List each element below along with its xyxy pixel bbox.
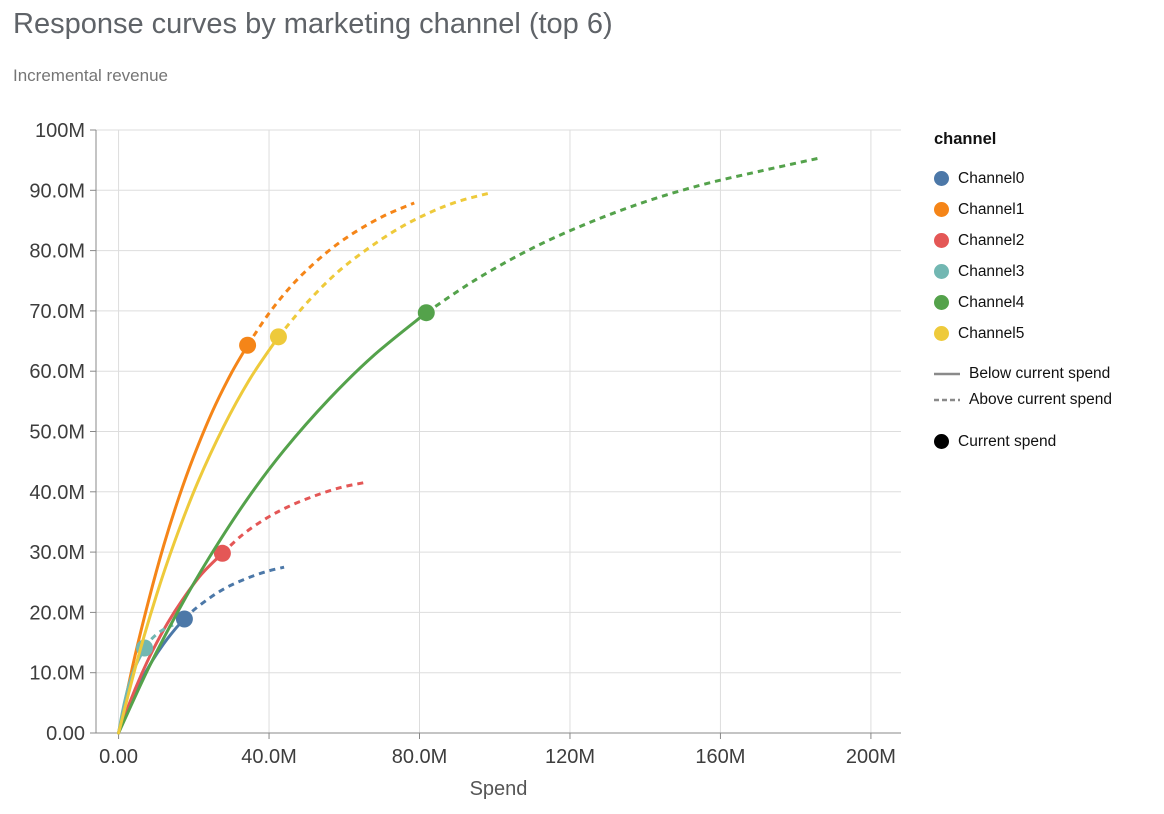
- legend-swatch-circle: [934, 171, 949, 186]
- legend-label: Channel0: [958, 169, 1025, 187]
- y-tick-label: 40.0M: [29, 482, 85, 504]
- legend-label: Channel5: [958, 324, 1025, 342]
- series-channel4: [117, 156, 822, 735]
- y-tick-label: 0.00: [46, 723, 85, 745]
- x-tick-label: 0.00: [99, 746, 138, 768]
- y-tick-label: 100M: [35, 120, 85, 142]
- legend-item-current-spend: Current spend: [934, 426, 1112, 457]
- legend-swatch-dashed-line: [934, 398, 960, 402]
- curve-above-current-spend: [277, 191, 492, 338]
- legend-swatch-circle: [934, 326, 949, 341]
- y-tick-label: 20.0M: [29, 602, 85, 624]
- legend-label: Channel1: [958, 200, 1025, 218]
- legend-swatch-point: [934, 434, 949, 449]
- series-channel5: [117, 191, 492, 735]
- current-spend-point: [269, 328, 287, 346]
- x-tick-label: 160M: [695, 746, 745, 768]
- y-tick-label: 60.0M: [29, 361, 85, 383]
- curve-below-current-spend: [117, 551, 224, 735]
- chart-title: Response curves by marketing channel (to…: [13, 8, 613, 40]
- x-tick-label: 80.0M: [392, 746, 448, 768]
- legend-item-solid-line: Below current spend: [934, 361, 1112, 387]
- legend-item-channel4: Channel4: [934, 287, 1112, 318]
- y-tick-label: 80.0M: [29, 241, 85, 263]
- legend-swatch-circle: [934, 295, 949, 310]
- series-channel2: [117, 480, 367, 735]
- y-tick-label: 50.0M: [29, 422, 85, 444]
- legend-item-channel2: Channel2: [934, 225, 1112, 256]
- legend-item-channel5: Channel5: [934, 318, 1112, 349]
- curve-below-current-spend: [117, 343, 250, 735]
- legend-item-channel1: Channel1: [934, 194, 1112, 225]
- legend-current-spend-item: Current spend: [934, 426, 1112, 457]
- legend: channel Channel0 Channel1 Channel2 Channel3…: [934, 130, 1112, 457]
- x-tick-label: 200M: [846, 746, 896, 768]
- curve-below-current-spend: [117, 617, 186, 735]
- legend-label: Above current spend: [969, 391, 1113, 408]
- legend-label: Channel4: [958, 293, 1025, 311]
- x-axis-title: Spend: [470, 778, 528, 800]
- legend-swatch-solid-line: [934, 372, 960, 376]
- y-tick-label: 70.0M: [29, 301, 85, 323]
- legend-swatch-circle: [934, 202, 949, 217]
- legend-label: Current spend: [958, 432, 1057, 450]
- legend-item-channel3: Channel3: [934, 256, 1112, 287]
- current-spend-point: [175, 610, 193, 628]
- axes: 0.00 40.0M 80.0M 120M 160M 200M 0.00 10.0M 20.0M…: [29, 120, 901, 800]
- curve-below-current-spend: [117, 335, 280, 735]
- legend-label: Channel2: [958, 231, 1025, 249]
- curve-above-current-spend: [246, 201, 415, 347]
- legend-item-dashed-line: Above current spend: [934, 387, 1112, 413]
- y-tick-label: 10.0M: [29, 663, 85, 685]
- legend-channel-items: Channel0 Channel1 Channel2 Channel3 Channel4…: [934, 163, 1112, 349]
- legend-label: Below current spend: [969, 365, 1111, 382]
- current-spend-point: [213, 544, 231, 562]
- current-spend-point: [239, 336, 257, 354]
- x-tick-label: 40.0M: [241, 746, 297, 768]
- y-tick-label: 30.0M: [29, 542, 85, 564]
- curve-above-current-spend: [425, 156, 822, 314]
- curve-above-current-spend: [221, 480, 367, 555]
- y-tick-label: 90.0M: [29, 180, 85, 202]
- x-tick-label: 120M: [545, 746, 595, 768]
- chart-subtitle: Incremental revenue: [13, 66, 168, 85]
- legend-label: Channel3: [958, 262, 1025, 280]
- legend-line-style-items: Below current spend Above current spend: [934, 361, 1112, 413]
- curve-below-current-spend: [117, 311, 428, 735]
- curve-above-current-spend: [183, 565, 285, 621]
- series-channel1: [117, 201, 415, 735]
- legend-item-channel0: Channel0: [934, 163, 1112, 194]
- gridlines: [96, 129, 901, 734]
- legend-swatch-circle: [934, 264, 949, 279]
- legend-swatch-circle: [934, 233, 949, 248]
- current-spend-point: [417, 304, 435, 322]
- legend-title: channel: [934, 130, 997, 148]
